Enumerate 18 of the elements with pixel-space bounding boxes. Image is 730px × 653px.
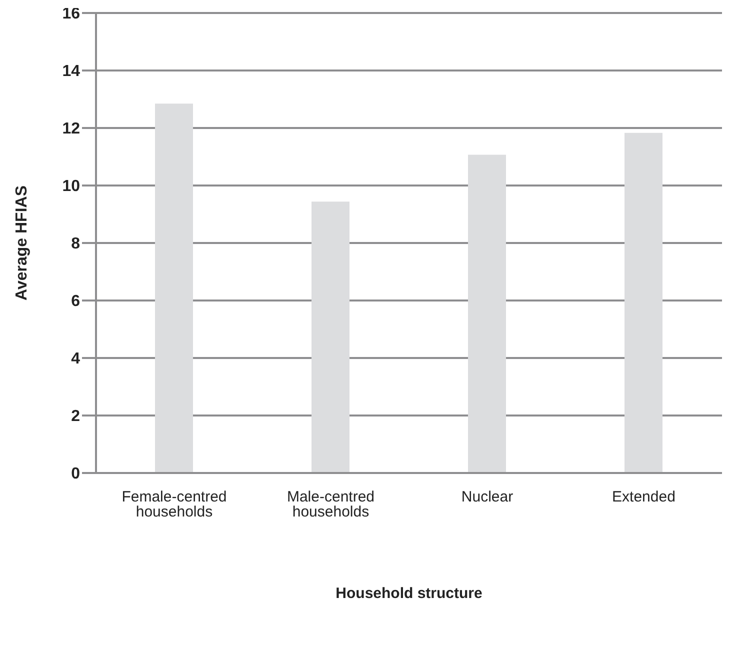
bar xyxy=(312,202,350,473)
y-tick-label: 4 xyxy=(71,350,80,368)
bar xyxy=(624,132,662,473)
y-tick-label: 2 xyxy=(71,408,80,426)
x-axis-title: Household structure xyxy=(336,585,482,602)
x-tick-label: Extended xyxy=(612,488,676,506)
y-tick-label: 10 xyxy=(62,178,80,196)
y-tick-label: 0 xyxy=(71,466,80,483)
x-tick-label: Female-centred households xyxy=(122,488,227,521)
y-tick-label: 8 xyxy=(71,236,80,253)
x-tick-label: Nuclear xyxy=(461,488,514,506)
x-tick-label: Male-centred households xyxy=(286,488,375,521)
y-tick-label: 12 xyxy=(62,120,80,138)
bar xyxy=(155,104,193,473)
y-tick-label: 14 xyxy=(62,63,80,80)
y-tick-label: 6 xyxy=(71,293,80,310)
y-axis-title: Average HFIAS xyxy=(14,185,30,300)
bar xyxy=(468,154,506,473)
